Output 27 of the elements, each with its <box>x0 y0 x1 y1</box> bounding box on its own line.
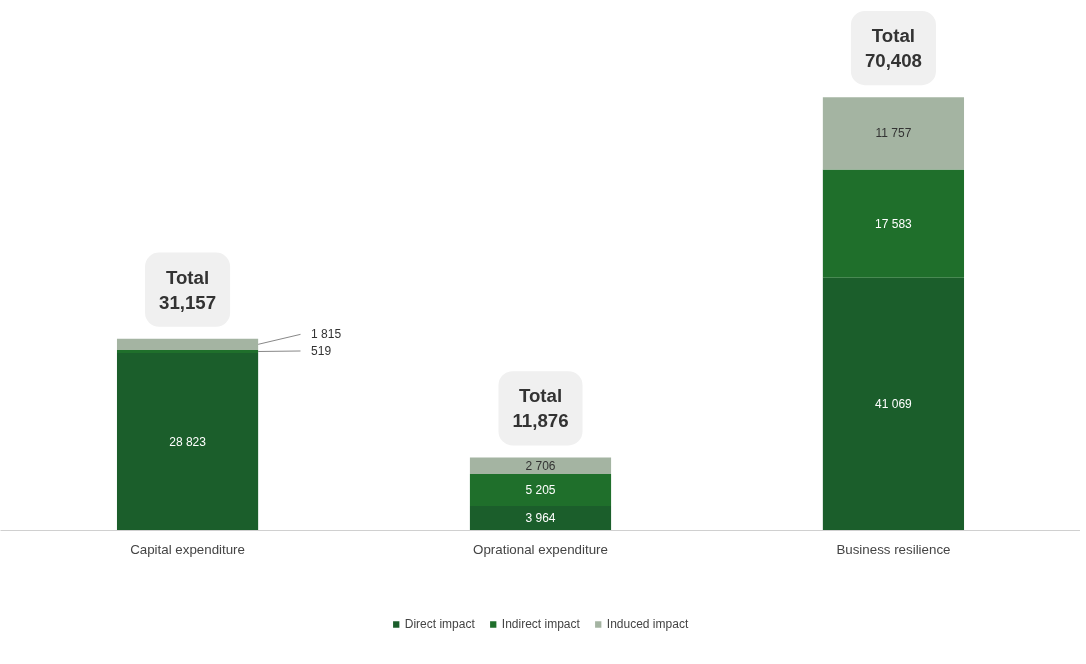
bar <box>822 97 965 170</box>
x-tick-label: Oprational expenditure <box>473 541 608 557</box>
bar <box>822 169 965 278</box>
x-tick-label: Business resilience <box>836 541 951 557</box>
data-label: 519 <box>311 344 332 359</box>
data-label: 3 964 <box>525 511 556 526</box>
data-label: 11 757 <box>875 126 912 141</box>
data-label: 1 815 <box>311 327 342 342</box>
bar <box>116 349 259 354</box>
bar <box>822 277 965 531</box>
data-label: 17 583 <box>875 216 913 231</box>
data-label: 5 205 <box>525 483 556 498</box>
total-label: Total 11,876 <box>512 385 569 432</box>
legend-label: Indirect impact <box>501 616 580 631</box>
legend-label: Induced impact <box>606 616 689 631</box>
bar <box>469 506 612 531</box>
bar <box>469 474 612 507</box>
total-label: Total 31,157 <box>159 266 217 313</box>
total-label: Total 70,408 <box>864 24 922 72</box>
data-label: 28 823 <box>169 434 207 449</box>
bar <box>469 457 612 475</box>
bar <box>116 353 259 531</box>
data-label: 41 069 <box>875 397 913 412</box>
legend-label: Direct impact <box>404 616 475 631</box>
data-label: 2 706 <box>525 458 556 473</box>
x-tick-label: Capital expenditure <box>130 541 245 557</box>
bar <box>116 338 259 350</box>
